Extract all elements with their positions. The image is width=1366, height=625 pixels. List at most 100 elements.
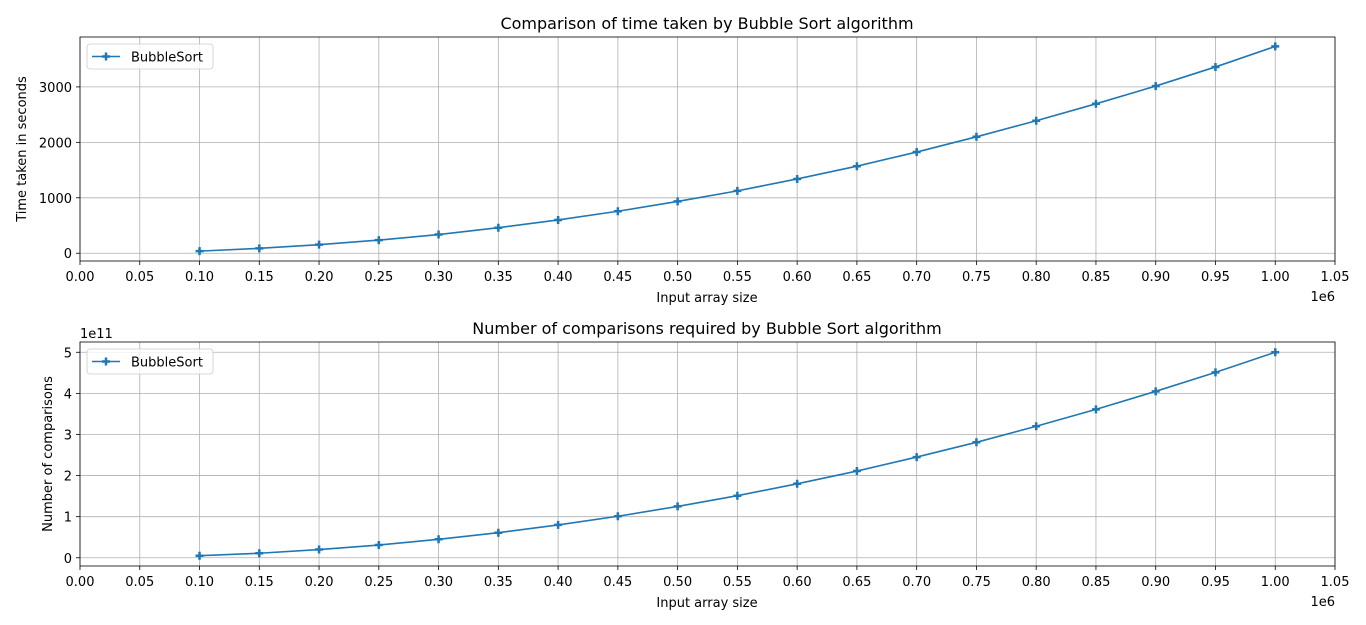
data-point bbox=[912, 148, 921, 157]
x-tick-label: 0.30 bbox=[424, 575, 453, 590]
x-tick-label: 0.40 bbox=[544, 575, 573, 590]
x-tick-label: 0.50 bbox=[663, 270, 692, 285]
data-point bbox=[972, 132, 981, 141]
data-point bbox=[554, 520, 563, 529]
data-point bbox=[852, 467, 861, 476]
x-tick-label: 0.05 bbox=[125, 575, 154, 590]
data-point bbox=[793, 479, 802, 488]
legend-box bbox=[86, 348, 214, 375]
plot-area: 0.00 0.05 0.10 0.15 0.20 0.25 0.30 0.35 0.40 0.45… bbox=[64, 341, 1350, 590]
data-point bbox=[912, 453, 921, 462]
x-tick-label: 0.10 bbox=[185, 575, 214, 590]
legend-label: BubbleSort bbox=[131, 51, 203, 66]
data-point bbox=[1151, 82, 1160, 91]
y-tick-label: 1 bbox=[64, 511, 72, 526]
y-tick-label: 3000 bbox=[39, 81, 72, 96]
data-point bbox=[315, 240, 324, 249]
data-point bbox=[374, 541, 383, 550]
x-tick-label: 0.90 bbox=[1141, 575, 1170, 590]
data-point bbox=[733, 491, 742, 500]
data-point bbox=[793, 174, 802, 183]
axes-frame bbox=[79, 36, 1336, 262]
x-tick-label: 1.00 bbox=[1261, 270, 1290, 285]
x-tick-label: 0.20 bbox=[305, 575, 334, 590]
data-point bbox=[1271, 42, 1280, 51]
data-point bbox=[852, 162, 861, 171]
axes-frame bbox=[79, 341, 1336, 567]
x-tick-label: 0.95 bbox=[1201, 575, 1230, 590]
x-tick-label: 0.45 bbox=[603, 270, 632, 285]
chart-comparisons: Number of comparisons required by Bubble… bbox=[41, 319, 1349, 611]
data-point bbox=[434, 535, 443, 544]
x-tick-label: 0.10 bbox=[185, 270, 214, 285]
x-tick-label: 0.75 bbox=[962, 575, 991, 590]
x-tick-label: 0.45 bbox=[603, 575, 632, 590]
data-point bbox=[972, 438, 981, 447]
data-point bbox=[1151, 387, 1160, 396]
x-tick-label: 0.95 bbox=[1201, 270, 1230, 285]
x-tick-label: 0.60 bbox=[783, 270, 812, 285]
x-tick-label: 0.65 bbox=[842, 270, 871, 285]
x-tick-label: 1.05 bbox=[1321, 575, 1350, 590]
x-tick-label: 0.40 bbox=[544, 270, 573, 285]
data-point bbox=[1032, 116, 1041, 125]
x-tick-label: 0.05 bbox=[125, 270, 154, 285]
x-tick-label: 0.55 bbox=[723, 575, 752, 590]
x-tick-label: 0.30 bbox=[424, 270, 453, 285]
x-axis-label: Input array size bbox=[656, 596, 757, 611]
plot-area: 0.00 0.05 0.10 0.15 0.20 0.25 0.30 0.35 0.40 0.45… bbox=[39, 36, 1350, 285]
x-tick-label: 0.25 bbox=[364, 270, 393, 285]
data-point bbox=[1032, 422, 1041, 431]
x-tick-label: 0.85 bbox=[1081, 270, 1110, 285]
x-tick-label: 0.90 bbox=[1141, 270, 1170, 285]
chart-title: Comparison of time taken by Bubble Sort … bbox=[500, 14, 913, 33]
x-tick-label: 0.75 bbox=[962, 270, 991, 285]
y-tick-label: 2000 bbox=[39, 136, 72, 151]
data-point bbox=[195, 551, 204, 560]
y-axis-label: Time taken in seconds bbox=[15, 76, 30, 223]
data-point bbox=[613, 207, 622, 216]
data-point bbox=[1211, 62, 1220, 71]
x-offset-label: 1e6 bbox=[1310, 290, 1335, 305]
data-point bbox=[554, 215, 563, 224]
data-point bbox=[494, 223, 503, 232]
data-point bbox=[1091, 99, 1100, 108]
y-tick-label: 5 bbox=[64, 346, 72, 361]
data-point bbox=[434, 230, 443, 239]
x-tick-label: 0.55 bbox=[723, 270, 752, 285]
y-tick-label: 1000 bbox=[39, 192, 72, 207]
y-tick-label: 3 bbox=[64, 428, 72, 443]
x-tick-label: 0.15 bbox=[245, 270, 274, 285]
x-tick-label: 0.70 bbox=[902, 575, 931, 590]
data-point bbox=[1211, 368, 1220, 377]
data-point bbox=[673, 502, 682, 511]
data-point bbox=[1091, 405, 1100, 414]
x-tick-label: 1.05 bbox=[1321, 270, 1350, 285]
x-tick-label: 0.60 bbox=[783, 575, 812, 590]
y-tick-label: 0 bbox=[64, 247, 72, 262]
x-tick-label: 1.00 bbox=[1261, 575, 1290, 590]
legend-box bbox=[86, 43, 214, 70]
legend-marker bbox=[102, 52, 110, 61]
x-tick-label: 0.80 bbox=[1022, 270, 1051, 285]
data-point bbox=[315, 545, 324, 554]
data-point bbox=[673, 197, 682, 206]
data-point bbox=[374, 236, 383, 245]
legend-label: BubbleSort bbox=[131, 356, 203, 371]
y-tick-label: 4 bbox=[64, 387, 72, 402]
x-tick-label: 0.65 bbox=[842, 575, 871, 590]
legend-marker bbox=[102, 357, 110, 366]
y-tick-label: 2 bbox=[64, 470, 72, 485]
x-tick-label: 0.35 bbox=[484, 270, 513, 285]
x-tick-label: 0.15 bbox=[245, 575, 274, 590]
x-axis-label: Input array size bbox=[656, 291, 757, 306]
x-tick-label: 0.85 bbox=[1081, 575, 1110, 590]
x-tick-label: 0.35 bbox=[484, 575, 513, 590]
data-point bbox=[255, 549, 264, 558]
x-tick-label: 0.00 bbox=[66, 575, 95, 590]
x-tick-label: 0.70 bbox=[902, 270, 931, 285]
data-point bbox=[255, 244, 264, 253]
y-offset-label: 1e11 bbox=[80, 327, 113, 342]
y-axis-label: Number of comparisons bbox=[41, 376, 56, 532]
